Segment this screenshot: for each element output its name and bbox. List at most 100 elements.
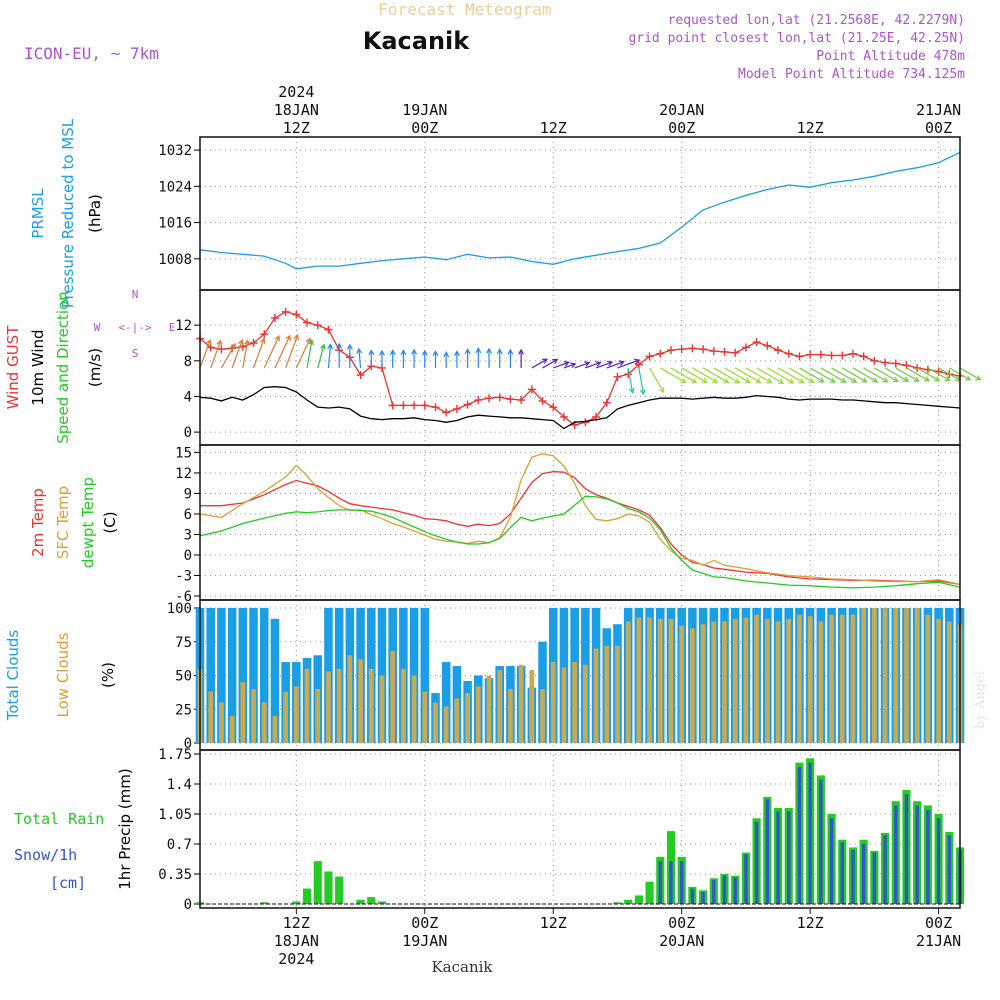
gust-marker — [313, 321, 322, 330]
gust-marker — [249, 339, 258, 347]
low-clouds-bar — [722, 621, 727, 743]
low-clouds-bar — [679, 625, 685, 743]
wind-arrow — [295, 338, 311, 369]
y-tick-label: 75 — [175, 635, 192, 651]
gust-marker — [891, 359, 900, 368]
y-tick-label: 9 — [184, 486, 192, 502]
y-tick-label: 100 — [167, 601, 192, 617]
wind-arrow — [916, 367, 940, 382]
gust-marker — [763, 341, 772, 350]
wind-arrow — [638, 367, 645, 395]
panel-frame — [199, 444, 961, 601]
wind-arrow — [874, 367, 899, 382]
low-clouds-bar — [625, 621, 631, 743]
rain-bar — [302, 888, 312, 904]
snow-bar — [669, 861, 673, 904]
compass-n: N — [132, 288, 139, 301]
gust-marker — [303, 318, 312, 327]
wind-arrow-head — [356, 347, 363, 354]
wind-arrow — [263, 335, 280, 369]
location-title: Kacanik — [363, 27, 471, 55]
wind-arrow-head — [723, 377, 730, 384]
snow-bar — [840, 842, 844, 904]
wind-arrow-head — [400, 349, 407, 356]
low-clouds-bar — [882, 608, 888, 743]
gust-marker — [527, 385, 536, 394]
wind-arrow — [210, 340, 222, 369]
y-tick-label: 12 — [175, 318, 192, 334]
time-label-bottom: 12Z — [540, 914, 567, 932]
wind-arrow — [895, 367, 920, 382]
low-clouds-bar — [711, 621, 717, 743]
snow-bar — [872, 852, 877, 904]
wind-arrow-head — [902, 376, 910, 382]
time-label-top: 00Z — [668, 119, 695, 137]
low-clouds-bar — [219, 702, 224, 743]
rain-bar — [313, 861, 322, 904]
low-clouds-bar — [572, 662, 578, 743]
wind-arrow — [681, 367, 708, 383]
y-tick-label: 50 — [175, 669, 192, 685]
snow-bar — [722, 875, 727, 904]
time-label-bottom: 00Z — [925, 914, 952, 932]
panel-label: 1hr Precip (mm) — [116, 768, 134, 889]
wind-arrow-head — [788, 378, 795, 384]
grid-point-coords: grid point closest lon,lat (21.25E, 42.2… — [628, 31, 965, 46]
panel-label: 10m Wind — [29, 329, 47, 405]
y-tick-label: 6 — [184, 507, 192, 523]
time-label-bottom: 19JAN — [402, 932, 447, 950]
low-clouds-bar — [497, 670, 503, 743]
y-tick-label: 1.4 — [167, 777, 192, 793]
gust-marker — [410, 401, 419, 410]
gust-marker — [677, 345, 686, 354]
snow-bar — [947, 835, 952, 904]
time-label-top: 00Z — [411, 119, 438, 137]
low-clouds-bar — [818, 621, 824, 743]
wind-arrow-head — [216, 339, 222, 346]
time-label-top: 18JAN — [274, 101, 319, 119]
wind-arrow — [220, 343, 236, 369]
low-clouds-bar — [582, 664, 588, 743]
y-tick-label: 0 — [184, 897, 192, 913]
low-clouds-bar — [336, 668, 342, 743]
wind-arrow-head — [923, 376, 931, 382]
wind-arrow — [542, 358, 558, 369]
wind-arrow-head — [518, 348, 525, 355]
gust-marker — [645, 352, 654, 361]
gust-marker — [270, 314, 279, 323]
compass-s: S — [132, 347, 139, 360]
wind-arrow-head — [744, 377, 751, 384]
snow-bar — [776, 811, 780, 904]
low-clouds-bar — [550, 662, 556, 743]
time-label-bottom: 12Z — [797, 914, 824, 932]
y-tick-label: 3 — [184, 527, 192, 543]
low-clouds-bar — [540, 689, 545, 743]
low-clouds-bar — [743, 617, 749, 743]
gust-marker — [538, 396, 547, 405]
wind-arrow — [285, 334, 299, 369]
gust-marker — [613, 372, 622, 381]
gust-marker — [666, 346, 675, 355]
wind-arrow — [306, 340, 313, 369]
snow-bar — [926, 809, 930, 904]
wind-arrow — [831, 367, 857, 383]
wind-arrow — [809, 367, 836, 383]
panel-frame — [199, 749, 961, 909]
wind-arrow — [788, 367, 814, 383]
gust-marker — [559, 412, 568, 421]
wind-arrow-head — [244, 339, 250, 346]
y-tick-label: 1032 — [158, 143, 192, 159]
snow-bar — [861, 844, 866, 904]
low-clouds-bar — [443, 706, 449, 743]
wind-arrow — [745, 367, 772, 384]
gust-marker — [452, 404, 461, 413]
wind-arrow-head — [327, 343, 334, 350]
low-clouds-bar — [893, 608, 899, 743]
wind-arrow-head — [336, 342, 343, 349]
requested-coords: requested lon,lat (21.2568E, 42.2279N) — [668, 13, 965, 28]
total-clouds-bar — [217, 608, 226, 743]
credit-label: by Angel — [973, 671, 988, 729]
rain-bar — [634, 895, 643, 904]
gust-marker — [474, 396, 483, 405]
chart-title: Forecast Meteogram — [378, 0, 551, 19]
